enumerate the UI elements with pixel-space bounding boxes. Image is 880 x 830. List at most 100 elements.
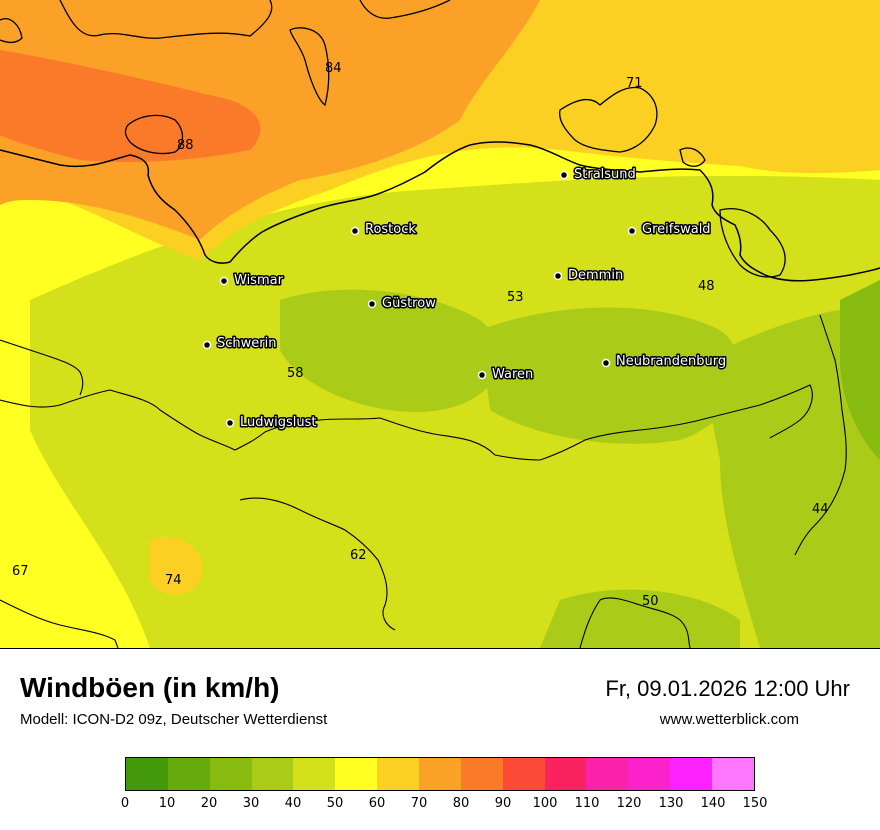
legend-tick-label: 120: [616, 796, 642, 811]
legend-tick-label: 20: [200, 796, 218, 811]
legend-swatch: [712, 758, 754, 790]
gust-value: 58: [287, 366, 304, 381]
legend-swatch: [419, 758, 461, 790]
field-30-40-b: [480, 307, 741, 444]
model-source: Modell: ICON-D2 09z, Deutscher Wetterdie…: [20, 711, 328, 728]
city-rostock: Rostock: [350, 221, 418, 239]
border-state-inner: [239, 497, 396, 631]
legend-swatch: [502, 758, 545, 790]
island-falster: [289, 27, 330, 107]
color-scale-legend: [125, 757, 755, 791]
legend-swatch: [586, 758, 629, 790]
gust-value: 74: [165, 573, 182, 588]
field-20-30: [840, 280, 880, 460]
legend-ticks: 0 10 20 30 40 50 60 70 80 90 100 110 120 130 140 150: [121, 796, 768, 814]
legend-tick-label: 90: [494, 796, 512, 811]
city-stralsund: Stralsund: [559, 166, 637, 184]
city-marker: [367, 299, 377, 309]
city-schwerin: Schwerin: [202, 335, 278, 353]
city-wismar: Wismar: [219, 272, 285, 290]
legend-tick-label: 140: [700, 796, 726, 811]
map-title: Windböen (in km/h): [20, 672, 280, 703]
legend-tick-label: 40: [284, 796, 302, 811]
wind-gust-map: Stralsund Rostock Greifswald Wismar Demm…: [0, 0, 880, 649]
city-label: Rostock: [365, 222, 416, 237]
city-label: Greifswald: [642, 222, 711, 237]
border-state-south: [0, 384, 813, 461]
city-marker: [601, 358, 611, 368]
legend-swatch: [167, 758, 210, 790]
field-30-40-d: [540, 589, 740, 648]
island-usedom: [719, 208, 786, 278]
field-30-40-a: [280, 289, 501, 412]
field-40-50: [30, 175, 880, 648]
island-small: [679, 147, 706, 167]
field-spot-sw: [150, 537, 202, 595]
legend-tick-label: 130: [658, 796, 684, 811]
border-state-sw: [0, 599, 119, 648]
city-marker: [627, 226, 637, 236]
gust-value: 67: [12, 564, 29, 579]
legend-swatch: [293, 758, 336, 790]
legend-swatch: [335, 758, 378, 790]
island-dk-1: [0, 18, 23, 44]
city-marker: [477, 370, 487, 380]
legend-swatch: [126, 758, 168, 790]
city-neubrandenburg: Neubrandenburg: [601, 353, 728, 371]
city-guestrow: Güstrow: [367, 295, 438, 313]
legend-swatch: [544, 758, 587, 790]
city-label: Wismar: [234, 273, 284, 288]
gust-value: 84: [325, 61, 342, 76]
legend-swatch: [209, 758, 252, 790]
legend-tick-label: 0: [120, 796, 130, 811]
legend-swatch: [670, 758, 713, 790]
border-state-west: [0, 339, 84, 396]
city-label: Stralsund: [574, 167, 636, 182]
island-dk-2: [59, 0, 273, 39]
city-marker: [225, 418, 235, 428]
legend-swatch: [251, 758, 294, 790]
city-greifswald: Greifswald: [627, 221, 712, 239]
legend-tick-label: 50: [326, 796, 344, 811]
gust-value: 88: [177, 138, 194, 153]
legend-swatch: [460, 758, 503, 790]
city-demmin: Demmin: [553, 267, 625, 285]
field-60-70-ne: [700, 25, 880, 173]
legend-swatch: [628, 758, 671, 790]
field-80-90: [0, 50, 261, 162]
city-marker: [350, 226, 360, 236]
island-fehmarn: [124, 114, 184, 155]
legend-swatch: [377, 758, 420, 790]
legend-tick-label: 150: [742, 796, 768, 811]
city-marker: [202, 340, 212, 350]
legend-tick-label: 110: [574, 796, 600, 811]
city-waren: Waren: [477, 366, 535, 384]
legend-tick-label: 10: [158, 796, 176, 811]
island-dk-3: [359, 0, 451, 19]
legend-tick-label: 80: [452, 796, 470, 811]
city-label: Ludwigslust: [240, 415, 317, 430]
gust-value: 53: [507, 290, 524, 305]
city-label: Schwerin: [217, 336, 276, 351]
field-70-80: [0, 0, 540, 240]
legend-tick-label: 70: [410, 796, 428, 811]
field-60-70-east: [536, 0, 880, 97]
island-ruegen: [559, 86, 658, 153]
gust-value: 62: [350, 548, 367, 563]
coastline: [0, 141, 880, 282]
forecast-datetime: Fr, 09.01.2026 12:00 Uhr: [605, 676, 850, 701]
legend-tick-label: 30: [242, 796, 260, 811]
legend-tick-label: 100: [532, 796, 558, 811]
field-30-40-c: [700, 308, 880, 648]
border-state-se: [579, 597, 691, 648]
city-label: Güstrow: [382, 296, 436, 311]
border-country-east: [794, 314, 847, 556]
website-link[interactable]: www.wetterblick.com: [659, 711, 799, 728]
legend-tick-label: 60: [368, 796, 386, 811]
city-marker: [559, 170, 569, 180]
gust-value: 44: [812, 502, 829, 517]
city-ludwigslust: Ludwigslust: [225, 414, 318, 432]
gust-value: 48: [698, 279, 715, 294]
city-label: Neubrandenburg: [616, 354, 726, 369]
city-label: Waren: [492, 367, 533, 382]
